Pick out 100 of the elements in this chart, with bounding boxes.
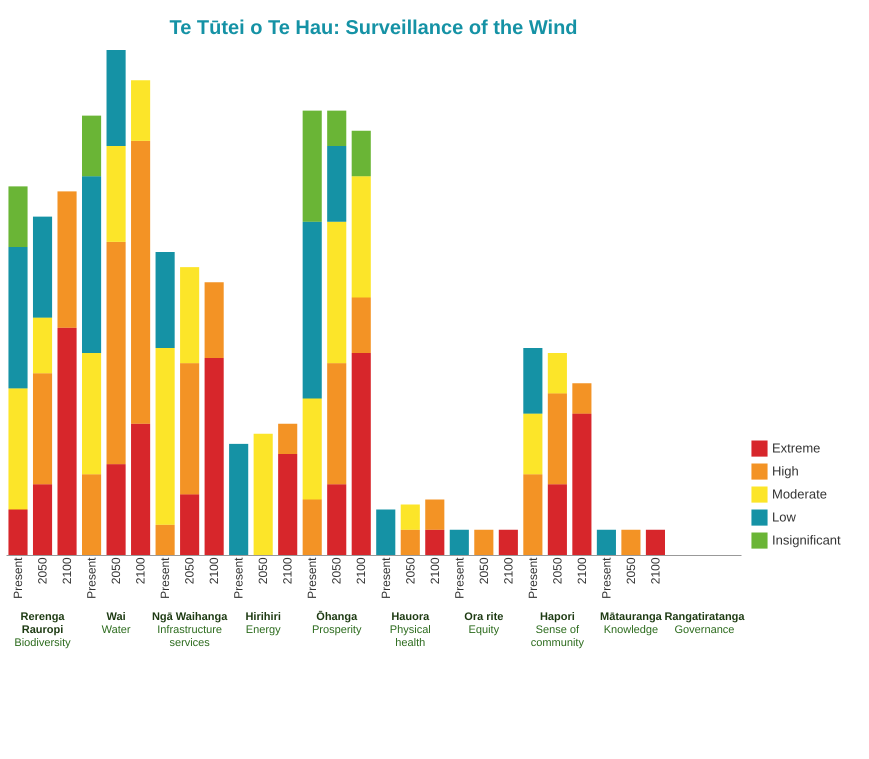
x-tick-label: 2050 <box>550 557 564 584</box>
text: Rangatiratanga <box>664 611 746 623</box>
legend-label: Low <box>772 510 796 524</box>
legend-label: Extreme <box>772 440 820 456</box>
bar <box>450 530 469 555</box>
x-tick-label: 2050 <box>256 557 270 584</box>
bar <box>82 474 102 555</box>
bar <box>254 434 273 555</box>
x-tick-label: Present <box>305 556 320 599</box>
bar <box>106 464 126 555</box>
bar <box>498 530 518 555</box>
bar <box>82 353 102 474</box>
bar <box>180 494 200 555</box>
bar <box>156 252 175 348</box>
bar <box>474 530 494 555</box>
bar <box>523 474 542 555</box>
x-tick-label: 2100 <box>60 557 74 584</box>
bar <box>425 499 444 530</box>
text: Prosperity <box>312 624 362 636</box>
text: Hirihiri <box>245 611 281 623</box>
text: Wai <box>106 611 126 623</box>
x-tick-label: 2100 <box>428 557 442 584</box>
x-tick-label: 2100 <box>207 557 222 584</box>
bar <box>352 176 371 298</box>
legend-label: High <box>772 464 799 478</box>
text: Water <box>102 624 131 636</box>
x-tick-label: Present <box>378 556 393 599</box>
bar <box>8 186 28 247</box>
bar <box>180 363 200 494</box>
bar <box>32 373 52 484</box>
bar <box>8 510 28 555</box>
text: Energy <box>246 624 282 636</box>
bar <box>156 524 175 555</box>
x-tick-label: 2050 <box>109 557 124 584</box>
bar <box>302 222 322 398</box>
bar <box>548 484 567 555</box>
bar <box>106 242 126 464</box>
bar <box>156 348 175 525</box>
bar <box>596 530 616 555</box>
bar <box>548 353 567 394</box>
bar <box>327 222 346 364</box>
bar <box>327 484 346 555</box>
bar <box>352 130 371 176</box>
x-tick-label: Present <box>158 556 172 599</box>
bar <box>32 318 52 374</box>
bar <box>82 176 102 353</box>
text: Rerenga Rauropi <box>20 611 66 636</box>
bar <box>352 297 371 353</box>
chart-title: Te Tūtei o Te Hau: Surveillance of the Wind <box>169 17 578 39</box>
bar <box>131 424 150 555</box>
text: Hapori <box>540 611 575 623</box>
text: Governance <box>674 624 734 636</box>
bar <box>57 191 77 328</box>
x-tick-label: Present <box>232 556 246 599</box>
x-tick-label: Present <box>11 556 26 599</box>
bar <box>131 80 150 141</box>
text: Equity <box>468 624 500 636</box>
bar <box>57 328 77 555</box>
bar <box>32 216 52 318</box>
x-tick-label: 2100 <box>134 557 148 584</box>
text: Infrastructure services <box>157 624 222 649</box>
bar <box>229 444 248 555</box>
legend-label: Moderate <box>772 486 827 502</box>
bar <box>204 282 224 358</box>
x-tick-label: 2100 <box>648 557 662 584</box>
bar <box>8 246 28 388</box>
text: Mātauranga <box>600 611 663 623</box>
text: Physical health <box>390 624 431 649</box>
bar <box>204 358 224 555</box>
bar <box>400 530 420 555</box>
bar <box>425 530 444 555</box>
bar <box>131 140 150 424</box>
bar <box>376 510 396 555</box>
x-tick-label: Present <box>452 556 466 599</box>
x-tick-label: 2050 <box>403 557 418 584</box>
bar <box>352 353 371 555</box>
bar <box>106 146 126 242</box>
text: Ngā Waihanga <box>152 611 228 623</box>
x-tick-label: 2050 <box>330 557 344 584</box>
bar <box>180 267 200 364</box>
x-tick-label: Present <box>84 556 99 599</box>
bar <box>523 414 542 474</box>
x-tick-label: 2100 <box>280 557 295 584</box>
x-tick-label: 2050 <box>36 557 50 584</box>
text: Biodiversity <box>14 637 72 649</box>
x-tick-label: Present <box>599 556 614 599</box>
x-tick-label: 2050 <box>624 557 638 584</box>
text: Sense of community <box>530 624 584 649</box>
text: Hauora <box>391 611 430 623</box>
bar <box>302 499 322 555</box>
bar <box>646 530 665 555</box>
bar <box>523 348 542 414</box>
bar <box>32 484 52 555</box>
bar <box>82 116 102 176</box>
bar <box>400 504 420 530</box>
bar <box>572 414 592 555</box>
bar <box>548 393 567 484</box>
bar <box>327 363 346 484</box>
bar <box>621 530 640 555</box>
x-tick-label: Present <box>526 556 540 599</box>
